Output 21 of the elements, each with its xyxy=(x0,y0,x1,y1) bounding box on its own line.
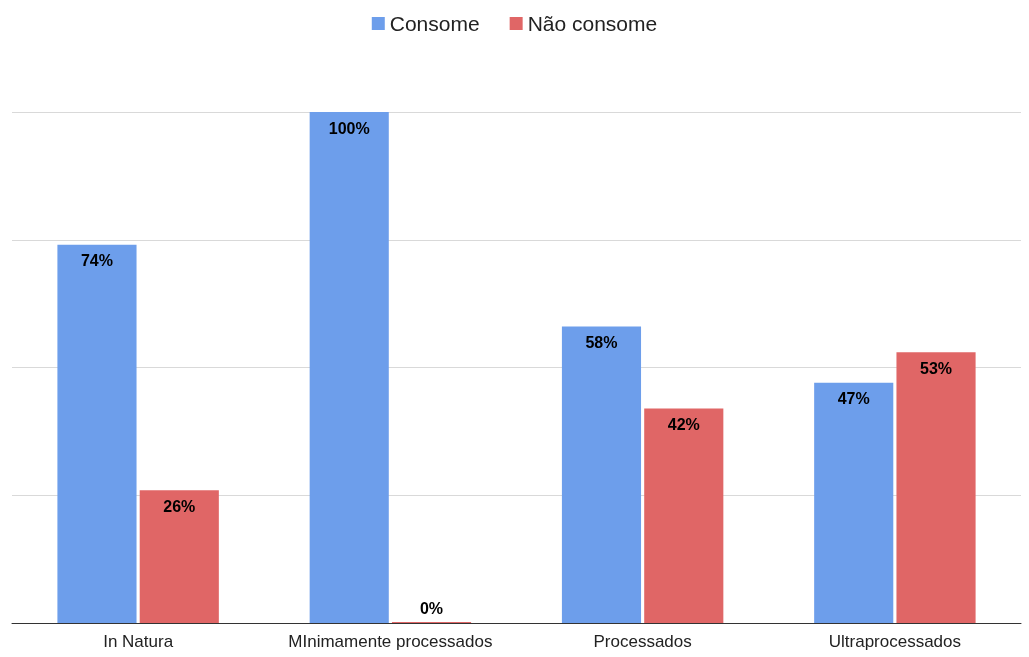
bar xyxy=(139,490,219,623)
data-label: 100% xyxy=(328,119,370,137)
x-tick-label: In Natura xyxy=(103,632,174,651)
bar xyxy=(561,326,642,623)
data-label: 47% xyxy=(837,390,870,408)
x-tick-label: Processados xyxy=(593,632,692,651)
data-label: 74% xyxy=(80,252,113,270)
data-label: 0% xyxy=(419,599,444,617)
data-label: 26% xyxy=(163,497,196,515)
bar xyxy=(309,112,389,623)
x-tick-label: Ultraprocessados xyxy=(828,632,962,651)
data-label: 42% xyxy=(667,415,700,433)
legend-label: Não consome xyxy=(527,12,658,35)
data-label: 53% xyxy=(920,359,953,377)
bar xyxy=(896,352,976,623)
data-label: 58% xyxy=(585,334,618,352)
legend-label: Consome xyxy=(389,12,480,35)
bar xyxy=(814,382,894,623)
bar xyxy=(644,408,724,623)
x-tick-label: MInimamente processados xyxy=(288,632,493,651)
bar xyxy=(57,244,137,623)
